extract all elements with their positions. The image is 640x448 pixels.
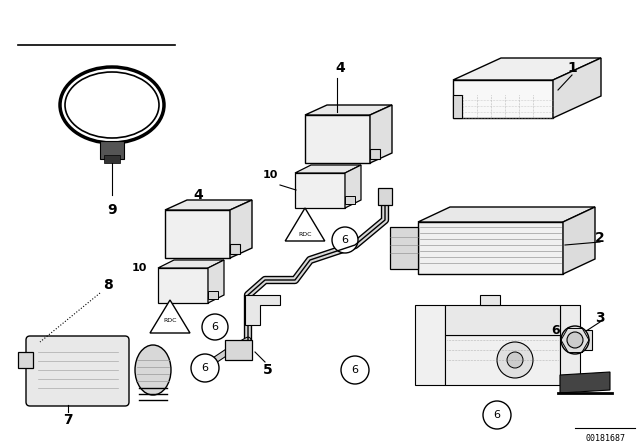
Circle shape [202, 314, 228, 340]
Text: 6: 6 [202, 363, 209, 373]
Text: 4: 4 [335, 61, 345, 75]
Polygon shape [165, 200, 252, 210]
Polygon shape [563, 207, 595, 274]
Circle shape [483, 401, 511, 429]
FancyBboxPatch shape [26, 336, 129, 406]
Polygon shape [370, 149, 380, 159]
Circle shape [507, 352, 523, 368]
Polygon shape [453, 80, 553, 118]
Polygon shape [370, 105, 392, 163]
Circle shape [567, 332, 583, 348]
Polygon shape [18, 352, 33, 368]
Text: 1: 1 [567, 61, 577, 75]
Polygon shape [245, 295, 280, 325]
Polygon shape [480, 295, 500, 305]
Polygon shape [415, 305, 445, 385]
Text: 4: 4 [193, 188, 203, 202]
Text: 5: 5 [263, 363, 273, 377]
Ellipse shape [135, 345, 171, 395]
Polygon shape [345, 196, 355, 204]
Polygon shape [390, 227, 418, 269]
Polygon shape [453, 58, 601, 80]
Polygon shape [345, 165, 361, 208]
Polygon shape [158, 260, 224, 268]
Circle shape [561, 326, 589, 354]
Text: 9: 9 [107, 203, 117, 217]
Polygon shape [295, 173, 345, 208]
Polygon shape [295, 165, 361, 173]
Text: RDC: RDC [298, 232, 312, 237]
Text: 10: 10 [132, 263, 147, 273]
Polygon shape [453, 95, 462, 118]
Polygon shape [553, 58, 601, 118]
Polygon shape [418, 222, 563, 274]
Text: RDC: RDC [163, 318, 177, 323]
Polygon shape [208, 260, 224, 303]
Polygon shape [445, 305, 560, 335]
Polygon shape [445, 335, 560, 385]
Text: 8: 8 [103, 278, 113, 292]
Text: 6: 6 [552, 323, 560, 336]
Text: 6: 6 [211, 322, 218, 332]
Text: 6: 6 [351, 365, 358, 375]
Polygon shape [104, 155, 120, 163]
Text: 2: 2 [595, 231, 605, 245]
Polygon shape [305, 105, 392, 115]
Polygon shape [230, 244, 240, 254]
Text: 00181687: 00181687 [585, 434, 625, 443]
Text: 10: 10 [262, 170, 278, 180]
Polygon shape [285, 208, 325, 241]
Text: 6: 6 [342, 235, 349, 245]
Circle shape [341, 356, 369, 384]
Polygon shape [225, 340, 252, 360]
Polygon shape [305, 115, 370, 163]
Polygon shape [560, 305, 580, 385]
Polygon shape [560, 372, 610, 393]
Polygon shape [418, 207, 595, 222]
Polygon shape [378, 188, 392, 205]
Text: 6: 6 [493, 410, 500, 420]
Circle shape [332, 227, 358, 253]
Polygon shape [100, 141, 124, 159]
Polygon shape [158, 268, 208, 303]
Text: 3: 3 [595, 311, 605, 325]
Polygon shape [208, 291, 218, 299]
Circle shape [497, 342, 533, 378]
Polygon shape [230, 200, 252, 258]
Polygon shape [580, 330, 592, 350]
Circle shape [191, 354, 219, 382]
Polygon shape [165, 210, 230, 258]
Text: 7: 7 [63, 413, 73, 427]
Polygon shape [150, 300, 190, 333]
